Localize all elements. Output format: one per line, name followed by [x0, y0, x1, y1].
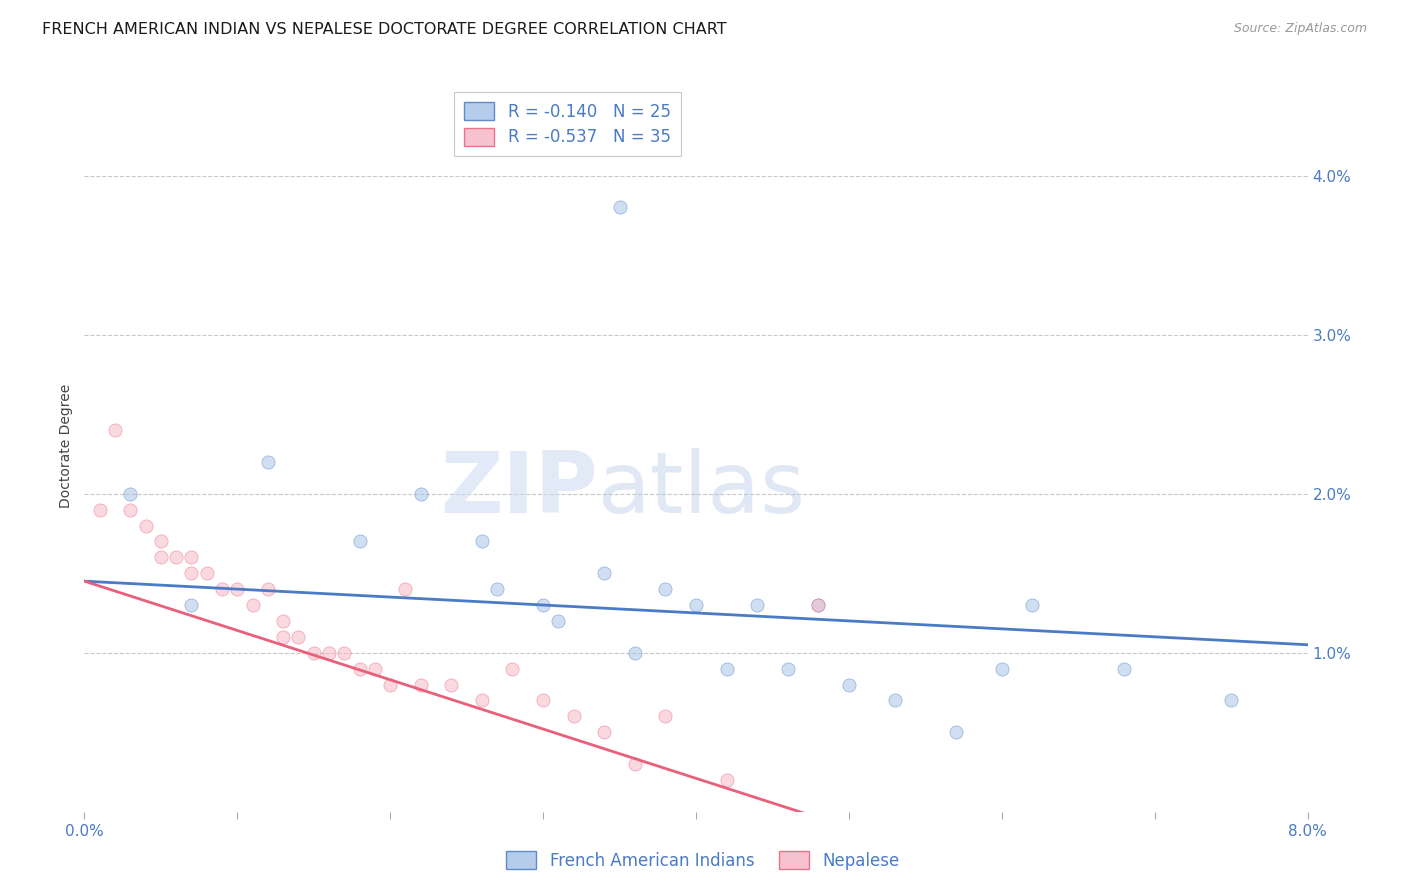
Point — [1220, 693, 1243, 707]
Point — [716, 772, 738, 787]
Point — [104, 423, 127, 437]
Point — [624, 757, 647, 772]
Point — [685, 598, 707, 612]
Y-axis label: Doctorate Degree: Doctorate Degree — [59, 384, 73, 508]
Point — [165, 550, 187, 565]
Point — [380, 677, 402, 691]
Point — [195, 566, 218, 581]
Point — [440, 677, 463, 691]
Point — [547, 614, 569, 628]
Point — [1021, 598, 1043, 612]
Point — [409, 677, 432, 691]
Point — [257, 455, 280, 469]
Point — [180, 566, 202, 581]
Point — [242, 598, 264, 612]
Point — [180, 550, 202, 565]
Point — [991, 662, 1014, 676]
Point — [180, 598, 202, 612]
Point — [716, 662, 738, 676]
Point — [562, 709, 585, 723]
Point — [120, 502, 142, 516]
Point — [349, 662, 371, 676]
Point — [271, 630, 294, 644]
Point — [302, 646, 325, 660]
Point — [807, 598, 830, 612]
Legend: French American Indians, Nepalese: French American Indians, Nepalese — [499, 845, 907, 877]
Text: FRENCH AMERICAN INDIAN VS NEPALESE DOCTORATE DEGREE CORRELATION CHART: FRENCH AMERICAN INDIAN VS NEPALESE DOCTO… — [42, 22, 727, 37]
Point — [349, 534, 371, 549]
Text: Source: ZipAtlas.com: Source: ZipAtlas.com — [1233, 22, 1367, 36]
Point — [945, 725, 967, 739]
Point — [471, 693, 494, 707]
Point — [838, 677, 860, 691]
Point — [776, 662, 799, 676]
Point — [531, 598, 554, 612]
Point — [531, 693, 554, 707]
Point — [257, 582, 280, 596]
Text: atlas: atlas — [598, 449, 806, 532]
Point — [471, 534, 494, 549]
Point — [287, 630, 309, 644]
Point — [747, 598, 769, 612]
Point — [593, 566, 616, 581]
Point — [364, 662, 387, 676]
Point — [149, 550, 172, 565]
Point — [409, 486, 432, 500]
Point — [883, 693, 905, 707]
Point — [271, 614, 294, 628]
Text: ZIP: ZIP — [440, 449, 598, 532]
Point — [624, 646, 647, 660]
Point — [149, 534, 172, 549]
Point — [135, 518, 157, 533]
Point — [318, 646, 340, 660]
Point — [654, 709, 676, 723]
Point — [89, 502, 111, 516]
Point — [807, 598, 830, 612]
Point — [502, 662, 524, 676]
Point — [120, 486, 142, 500]
Point — [609, 201, 631, 215]
Point — [486, 582, 509, 596]
Point — [1114, 662, 1136, 676]
Point — [654, 582, 676, 596]
Point — [394, 582, 416, 596]
Point — [593, 725, 616, 739]
Point — [333, 646, 356, 660]
Point — [211, 582, 233, 596]
Legend: R = -0.140   N = 25, R = -0.537   N = 35: R = -0.140 N = 25, R = -0.537 N = 35 — [454, 92, 681, 156]
Point — [226, 582, 249, 596]
